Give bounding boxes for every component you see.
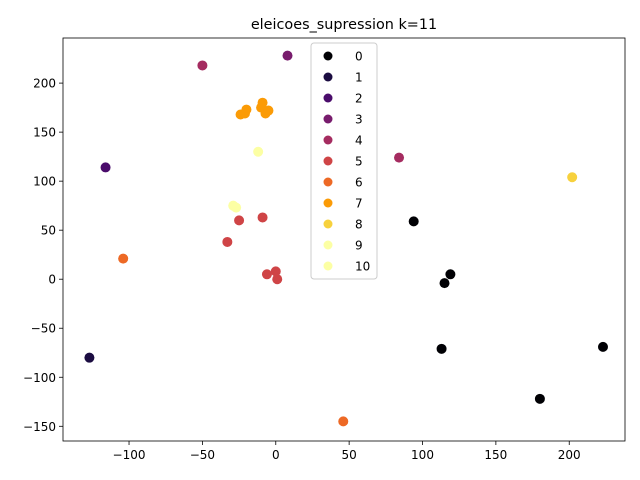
legend-marker-7 xyxy=(323,198,333,208)
point-series-10-0 xyxy=(253,146,264,157)
point-series-6-0 xyxy=(118,253,129,264)
y-tick-label: −100 xyxy=(23,371,56,385)
x-tick-label: 150 xyxy=(484,448,507,462)
legend-label-5: 5 xyxy=(355,155,363,169)
legend-label-4: 4 xyxy=(355,134,363,148)
x-tick-label: 0 xyxy=(272,448,280,462)
legend-label-9: 9 xyxy=(355,239,363,253)
y-tick-label: 150 xyxy=(33,126,56,140)
point-series-1-0 xyxy=(84,352,95,363)
y-tick-label: 50 xyxy=(41,224,56,238)
axes-frame xyxy=(62,37,626,442)
point-series-5-1 xyxy=(222,236,233,247)
point-series-0-0 xyxy=(408,216,419,227)
point-series-5-2 xyxy=(257,212,268,223)
x-axis: −100 −50 0 50 100 150 200 xyxy=(113,441,581,462)
legend-marker-1 xyxy=(323,72,333,82)
x-tick-label: −100 xyxy=(113,448,146,462)
legend-marker-6 xyxy=(323,177,333,187)
legend-marker-5 xyxy=(323,156,333,166)
x-tick-label: 100 xyxy=(411,448,434,462)
legend-marker-4 xyxy=(323,135,333,145)
point-series-5-0 xyxy=(234,215,245,226)
point-series-7-2 xyxy=(241,104,252,115)
point-series-2-0 xyxy=(100,162,111,173)
point-series-8-0 xyxy=(567,172,578,183)
point-series-6-1 xyxy=(338,416,349,427)
chart-title: eleicoes_supression k=11 xyxy=(251,17,437,33)
point-series-9-1 xyxy=(231,202,242,213)
x-tick-label: 200 xyxy=(558,448,581,462)
legend-marker-0 xyxy=(323,51,333,61)
point-series-5-4 xyxy=(270,266,281,277)
legend-marker-9 xyxy=(323,240,333,250)
legend-marker-8 xyxy=(323,219,333,229)
legend-label-10: 10 xyxy=(355,260,370,274)
point-series-5-3 xyxy=(261,269,272,280)
point-series-0-1 xyxy=(445,269,456,280)
legend: 0 1 2 3 4 5 6 7 8 9 10 xyxy=(310,42,378,280)
point-series-3-0 xyxy=(282,50,293,61)
point-series-0-2 xyxy=(439,278,450,289)
point-series-5-5 xyxy=(272,274,283,285)
legend-label-0: 0 xyxy=(355,50,363,64)
y-tick-label: 100 xyxy=(33,175,56,189)
points-layer xyxy=(84,50,608,427)
legend-label-1: 1 xyxy=(355,71,363,85)
legend-label-2: 2 xyxy=(355,92,363,106)
y-tick-label: 0 xyxy=(48,273,56,287)
legend-marker-2 xyxy=(323,93,333,103)
y-tick-label: −150 xyxy=(23,420,56,434)
point-series-4-1 xyxy=(394,152,405,163)
legend-marker-10 xyxy=(323,261,333,271)
x-tick-label: 50 xyxy=(341,448,356,462)
legend-marker-3 xyxy=(323,114,333,124)
point-series-0-3 xyxy=(436,343,447,354)
x-tick-label: −50 xyxy=(190,448,215,462)
point-series-0-4 xyxy=(534,393,545,404)
legend-label-6: 6 xyxy=(355,176,363,190)
legend-label-3: 3 xyxy=(355,113,363,127)
point-series-7-6 xyxy=(263,105,274,116)
point-series-0-5 xyxy=(597,341,608,352)
point-series-7-4 xyxy=(257,97,268,108)
point-series-4-0 xyxy=(197,60,208,71)
legend-label-7: 7 xyxy=(355,197,363,211)
y-tick-label: −50 xyxy=(31,322,56,336)
y-tick-label: 200 xyxy=(33,77,56,91)
legend-box xyxy=(310,42,378,280)
legend-label-8: 8 xyxy=(355,218,363,232)
y-axis: −150 −100 −50 0 50 100 150 200 xyxy=(23,77,63,434)
